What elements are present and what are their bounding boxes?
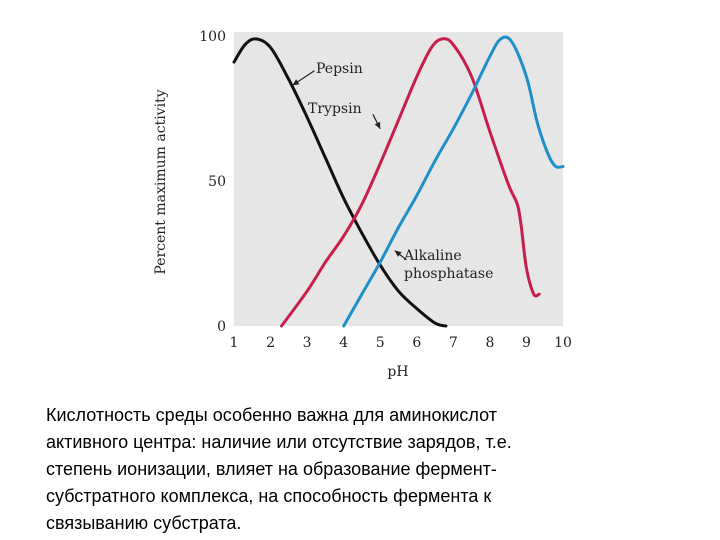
annotation-label-0-0: Pepsin bbox=[316, 61, 363, 77]
series-line-2 bbox=[342, 35, 565, 328]
y-axis-label: Percent maximum activity bbox=[153, 89, 169, 274]
activity-chart: 0 50 100 1 2 3 4 5 6 7 8 9 10 Pepsin Trypsin Alkaline… bbox=[153, 29, 572, 380]
caption-line: субстратного комплекса, на способность ф… bbox=[46, 486, 492, 506]
annotation-arrowhead-0 bbox=[292, 79, 300, 86]
x-tick-label-4: 5 bbox=[376, 335, 385, 351]
caption-line: степень ионизации, влияет на образование… bbox=[46, 459, 497, 479]
annotation-arrowhead-2 bbox=[394, 250, 402, 257]
x-tick-label-9: 10 bbox=[554, 335, 572, 351]
caption-line: Кислотность среды особенно важна для ами… bbox=[46, 405, 497, 425]
x-axis-label: pH bbox=[387, 364, 408, 380]
x-tick-label-1: 2 bbox=[266, 335, 275, 351]
x-tick-label-5: 6 bbox=[412, 335, 421, 351]
series-layer bbox=[232, 35, 565, 328]
x-tick-label-8: 9 bbox=[522, 335, 531, 351]
y-tick-label-1: 50 bbox=[208, 174, 226, 190]
x-tick-label-3: 4 bbox=[339, 335, 348, 351]
annotation-layer: Pepsin Trypsin Alkaline phosphatase bbox=[292, 61, 493, 282]
x-tick-layer: 1 2 3 4 5 6 7 8 9 10 bbox=[230, 335, 572, 351]
caption-line: связыванию субстрата. bbox=[46, 513, 242, 533]
x-tick-label-6: 7 bbox=[449, 335, 458, 351]
annotation-label-2-0: Alkaline bbox=[403, 248, 462, 264]
series-line-0 bbox=[232, 37, 448, 328]
plot-area bbox=[234, 32, 563, 326]
series-line-1 bbox=[280, 37, 541, 328]
annotation-arrowhead-1 bbox=[374, 121, 381, 129]
x-tick-label-0: 1 bbox=[230, 335, 239, 351]
caption-line: активного центра: наличие или отсутствие… bbox=[46, 432, 512, 452]
x-tick-label-7: 8 bbox=[485, 335, 494, 351]
annotation-label-2-1: phosphatase bbox=[404, 266, 493, 282]
y-tick-layer: 0 50 100 bbox=[199, 29, 226, 335]
caption: Кислотность среды особенно важна для ами… bbox=[46, 402, 686, 537]
y-tick-label-2: 100 bbox=[199, 29, 226, 45]
annotation-label-1-0: Trypsin bbox=[308, 101, 362, 117]
x-tick-label-2: 3 bbox=[303, 335, 312, 351]
y-tick-label-0: 0 bbox=[217, 319, 226, 335]
